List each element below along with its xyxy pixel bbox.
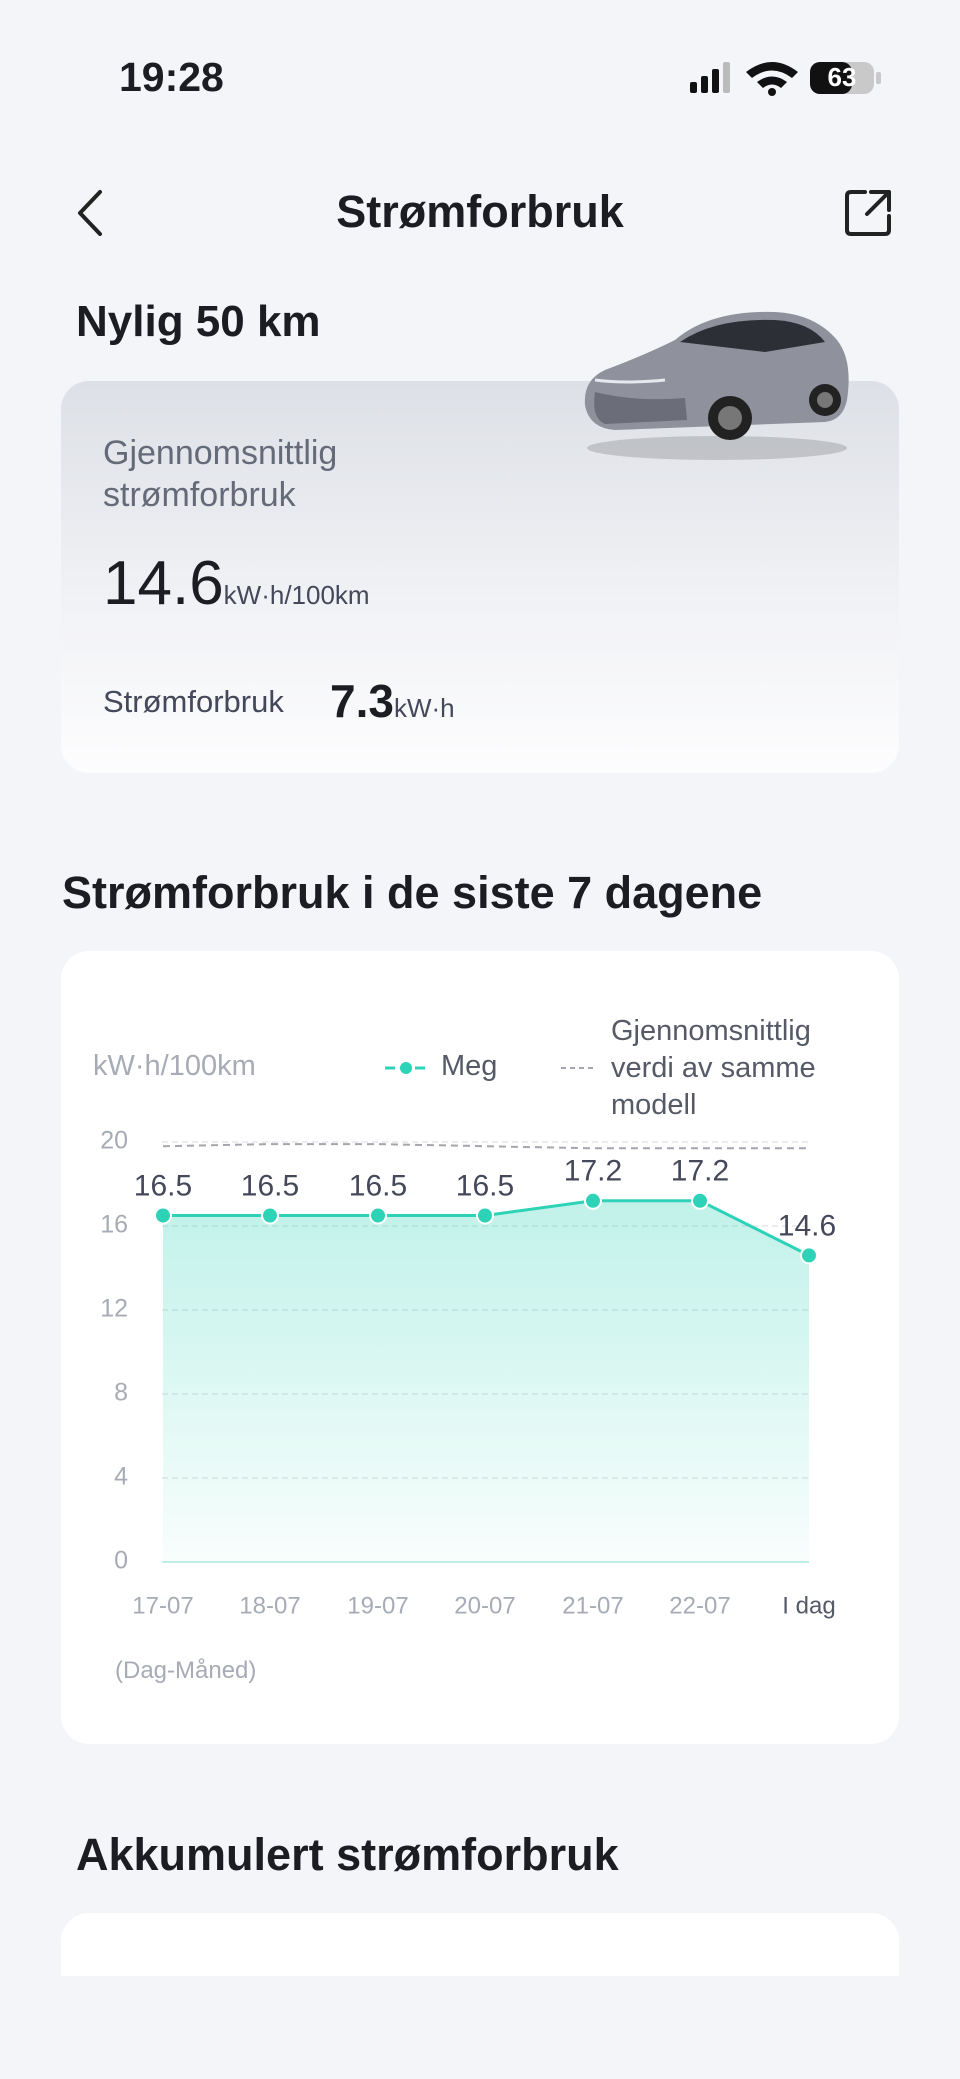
battery-level: 63 [828,62,857,92]
data-point [369,1206,387,1225]
avg-label: Gjennomsnittlig strømforbruk [103,434,338,514]
y-tick-label: 8 [114,1379,128,1407]
share-button[interactable] [843,188,893,238]
y-tick-label: 4 [114,1463,128,1491]
y-axis-label: kW·h/100km [93,1050,256,1082]
data-point [800,1246,818,1265]
data-point [261,1206,279,1225]
x-tick-label: 19-07 [347,1592,408,1619]
data-label: 16.5 [349,1169,407,1202]
series-area [163,1200,809,1562]
y-tick-label: 0 [114,1547,128,1575]
data-label: 16.5 [456,1169,514,1202]
series-line [162,1143,809,1150]
back-button[interactable] [72,188,112,238]
section-title: Akkumulert strømforbruk [76,1829,619,1880]
legend-label: Gjennomsnittlig verdi av samme modell [611,1015,816,1121]
consumption-unit: kW·h [393,693,455,723]
avg-reading: 14.6kW·h/100km [103,548,370,619]
avg-unit: kW·h/100km [223,580,370,610]
section-title: Strømforbruk i de siste 7 dagene [62,867,763,918]
y-tick-label: 20 [100,1127,128,1155]
status-time: 19:28 [119,54,224,100]
section-title: Nylig 50 km [76,297,321,346]
accumulated-card [61,1913,899,1976]
consumption-reading: 7.3kW·h [330,674,455,728]
data-label: 14.6 [778,1209,836,1242]
x-tick-label: 22-07 [669,1592,730,1619]
x-tick-label: 20-07 [454,1592,515,1619]
data-label: 16.5 [134,1169,192,1202]
data-point [584,1191,602,1210]
page-title: Strømforbruk [336,186,624,237]
avg-value: 14.6 [103,549,224,618]
data-point [691,1191,709,1210]
y-tick-label: 16 [100,1211,128,1239]
data-point [476,1206,494,1225]
x-tick-label: 17-07 [132,1592,193,1619]
chart: 0 4 8 12 16 20 17-07 18-07 19-07 20-07 21-07 22-07 I… [100,1127,836,1620]
x-tick-label: 18-07 [239,1592,300,1619]
consumption-value: 7.3 [330,675,394,727]
car-image [584,311,849,460]
legend-icon [385,1062,427,1074]
x-axis-label: (Dag-Måned) [115,1657,257,1684]
data-label: 16.5 [241,1169,299,1202]
consumption-label: Strømforbruk [103,684,284,719]
y-tick-label: 12 [100,1295,128,1323]
legend-label: Meg [441,1050,498,1082]
x-tick-label: 21-07 [562,1592,623,1619]
legend-icon [561,1067,593,1069]
summary-card [61,381,899,773]
status-icons: 63 [690,62,881,96]
data-label: 17.2 [671,1155,729,1188]
data-label: 17.2 [564,1155,622,1188]
x-tick-label: I dag [782,1592,835,1619]
data-point [154,1206,172,1225]
